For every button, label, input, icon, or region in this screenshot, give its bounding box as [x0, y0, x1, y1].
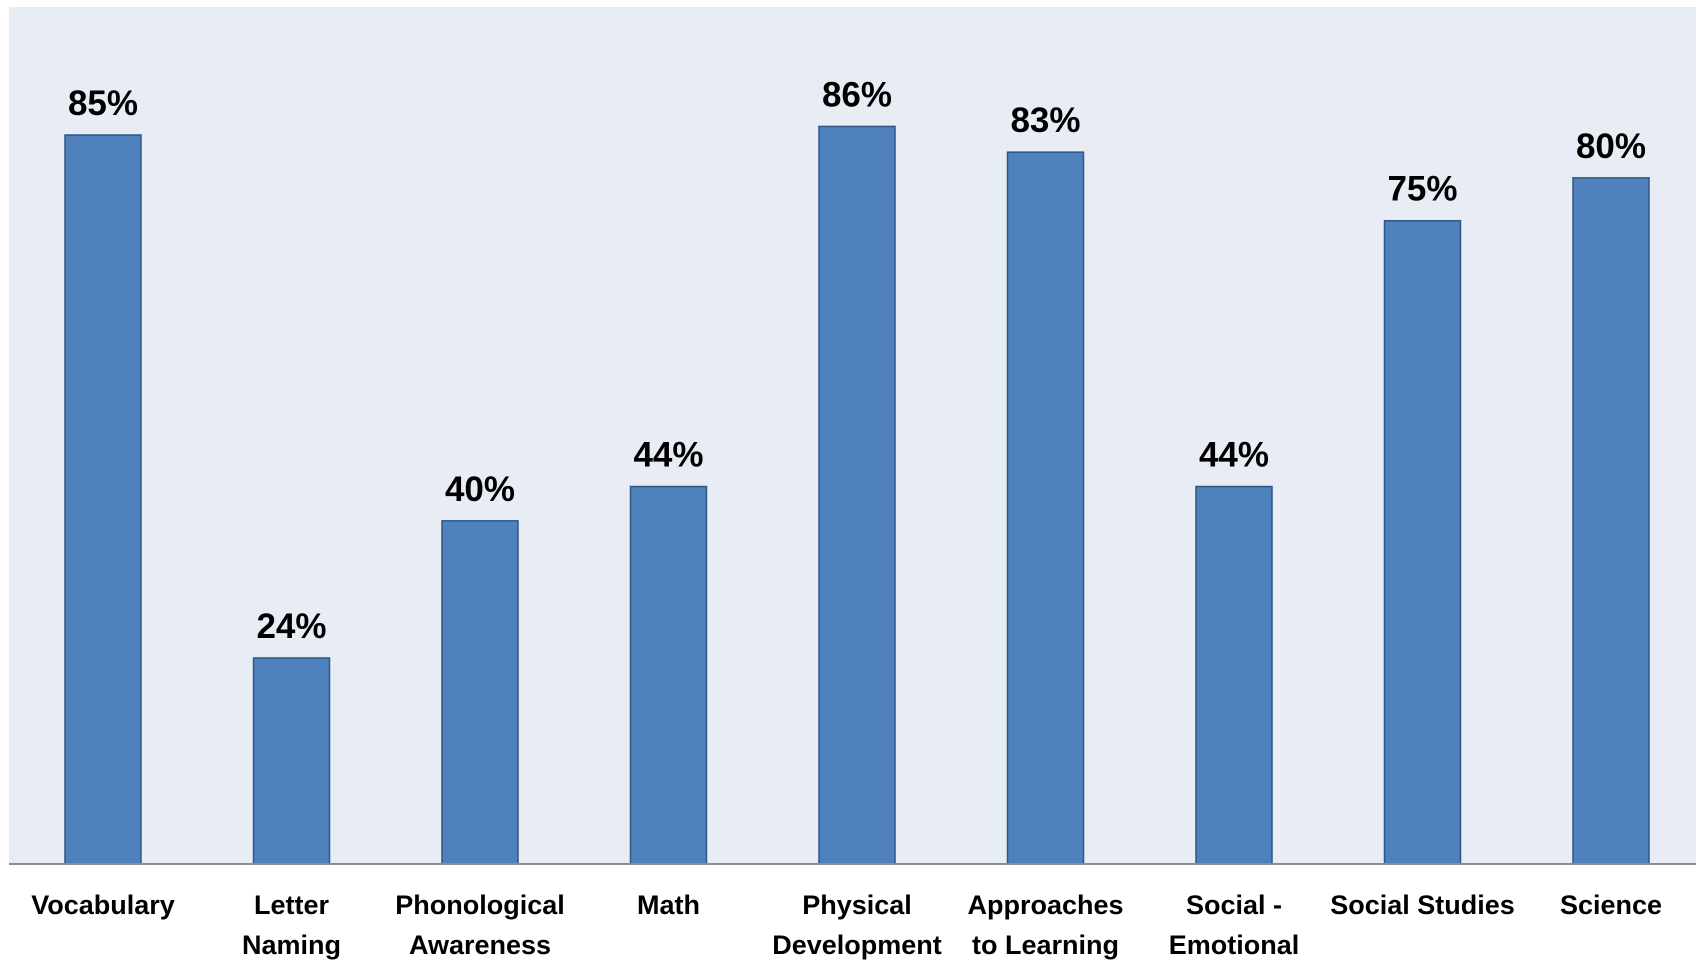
x-tick-label-1: Letter Naming	[242, 890, 341, 960]
data-labels: 85% 24% 40% 44% 86% 83% 44% 75% 80%	[68, 75, 1646, 646]
bar-4	[818, 125, 896, 865]
x-tick-labels: Vocabulary Letter Naming Phonological Awaren…	[31, 890, 1662, 960]
data-label-2: 40%	[445, 470, 515, 509]
bar-2	[441, 520, 519, 865]
bar-6	[1195, 485, 1273, 865]
bar-0	[64, 134, 142, 865]
bars	[64, 125, 1650, 865]
data-label-3: 44%	[633, 436, 703, 475]
data-label-6: 44%	[1199, 436, 1269, 475]
bar-1	[252, 657, 331, 865]
bar-7	[1383, 219, 1462, 865]
data-label-8: 80%	[1576, 127, 1646, 166]
x-tick-label-0: Vocabulary	[31, 890, 175, 920]
data-label-5: 83%	[1010, 101, 1080, 140]
bar-3	[629, 485, 708, 865]
x-tick-label-3: Math	[637, 890, 700, 920]
data-label-1: 24%	[256, 607, 326, 646]
x-tick-label-4: Physical Development	[772, 890, 942, 960]
x-tick-label-8: Science	[1560, 890, 1662, 920]
bar-5	[1006, 151, 1085, 865]
bar-8	[1572, 177, 1650, 865]
x-tick-label-6: Social -Emotional	[1169, 890, 1300, 960]
x-tick-label-7: Social Studies	[1330, 890, 1515, 920]
data-label-7: 75%	[1387, 170, 1457, 209]
data-label-0: 85%	[68, 84, 138, 123]
data-label-4: 86%	[822, 75, 892, 114]
x-tick-label-2: Phonological Awareness	[395, 890, 565, 960]
x-tick-label-5: Approaches to Learning	[967, 890, 1123, 960]
